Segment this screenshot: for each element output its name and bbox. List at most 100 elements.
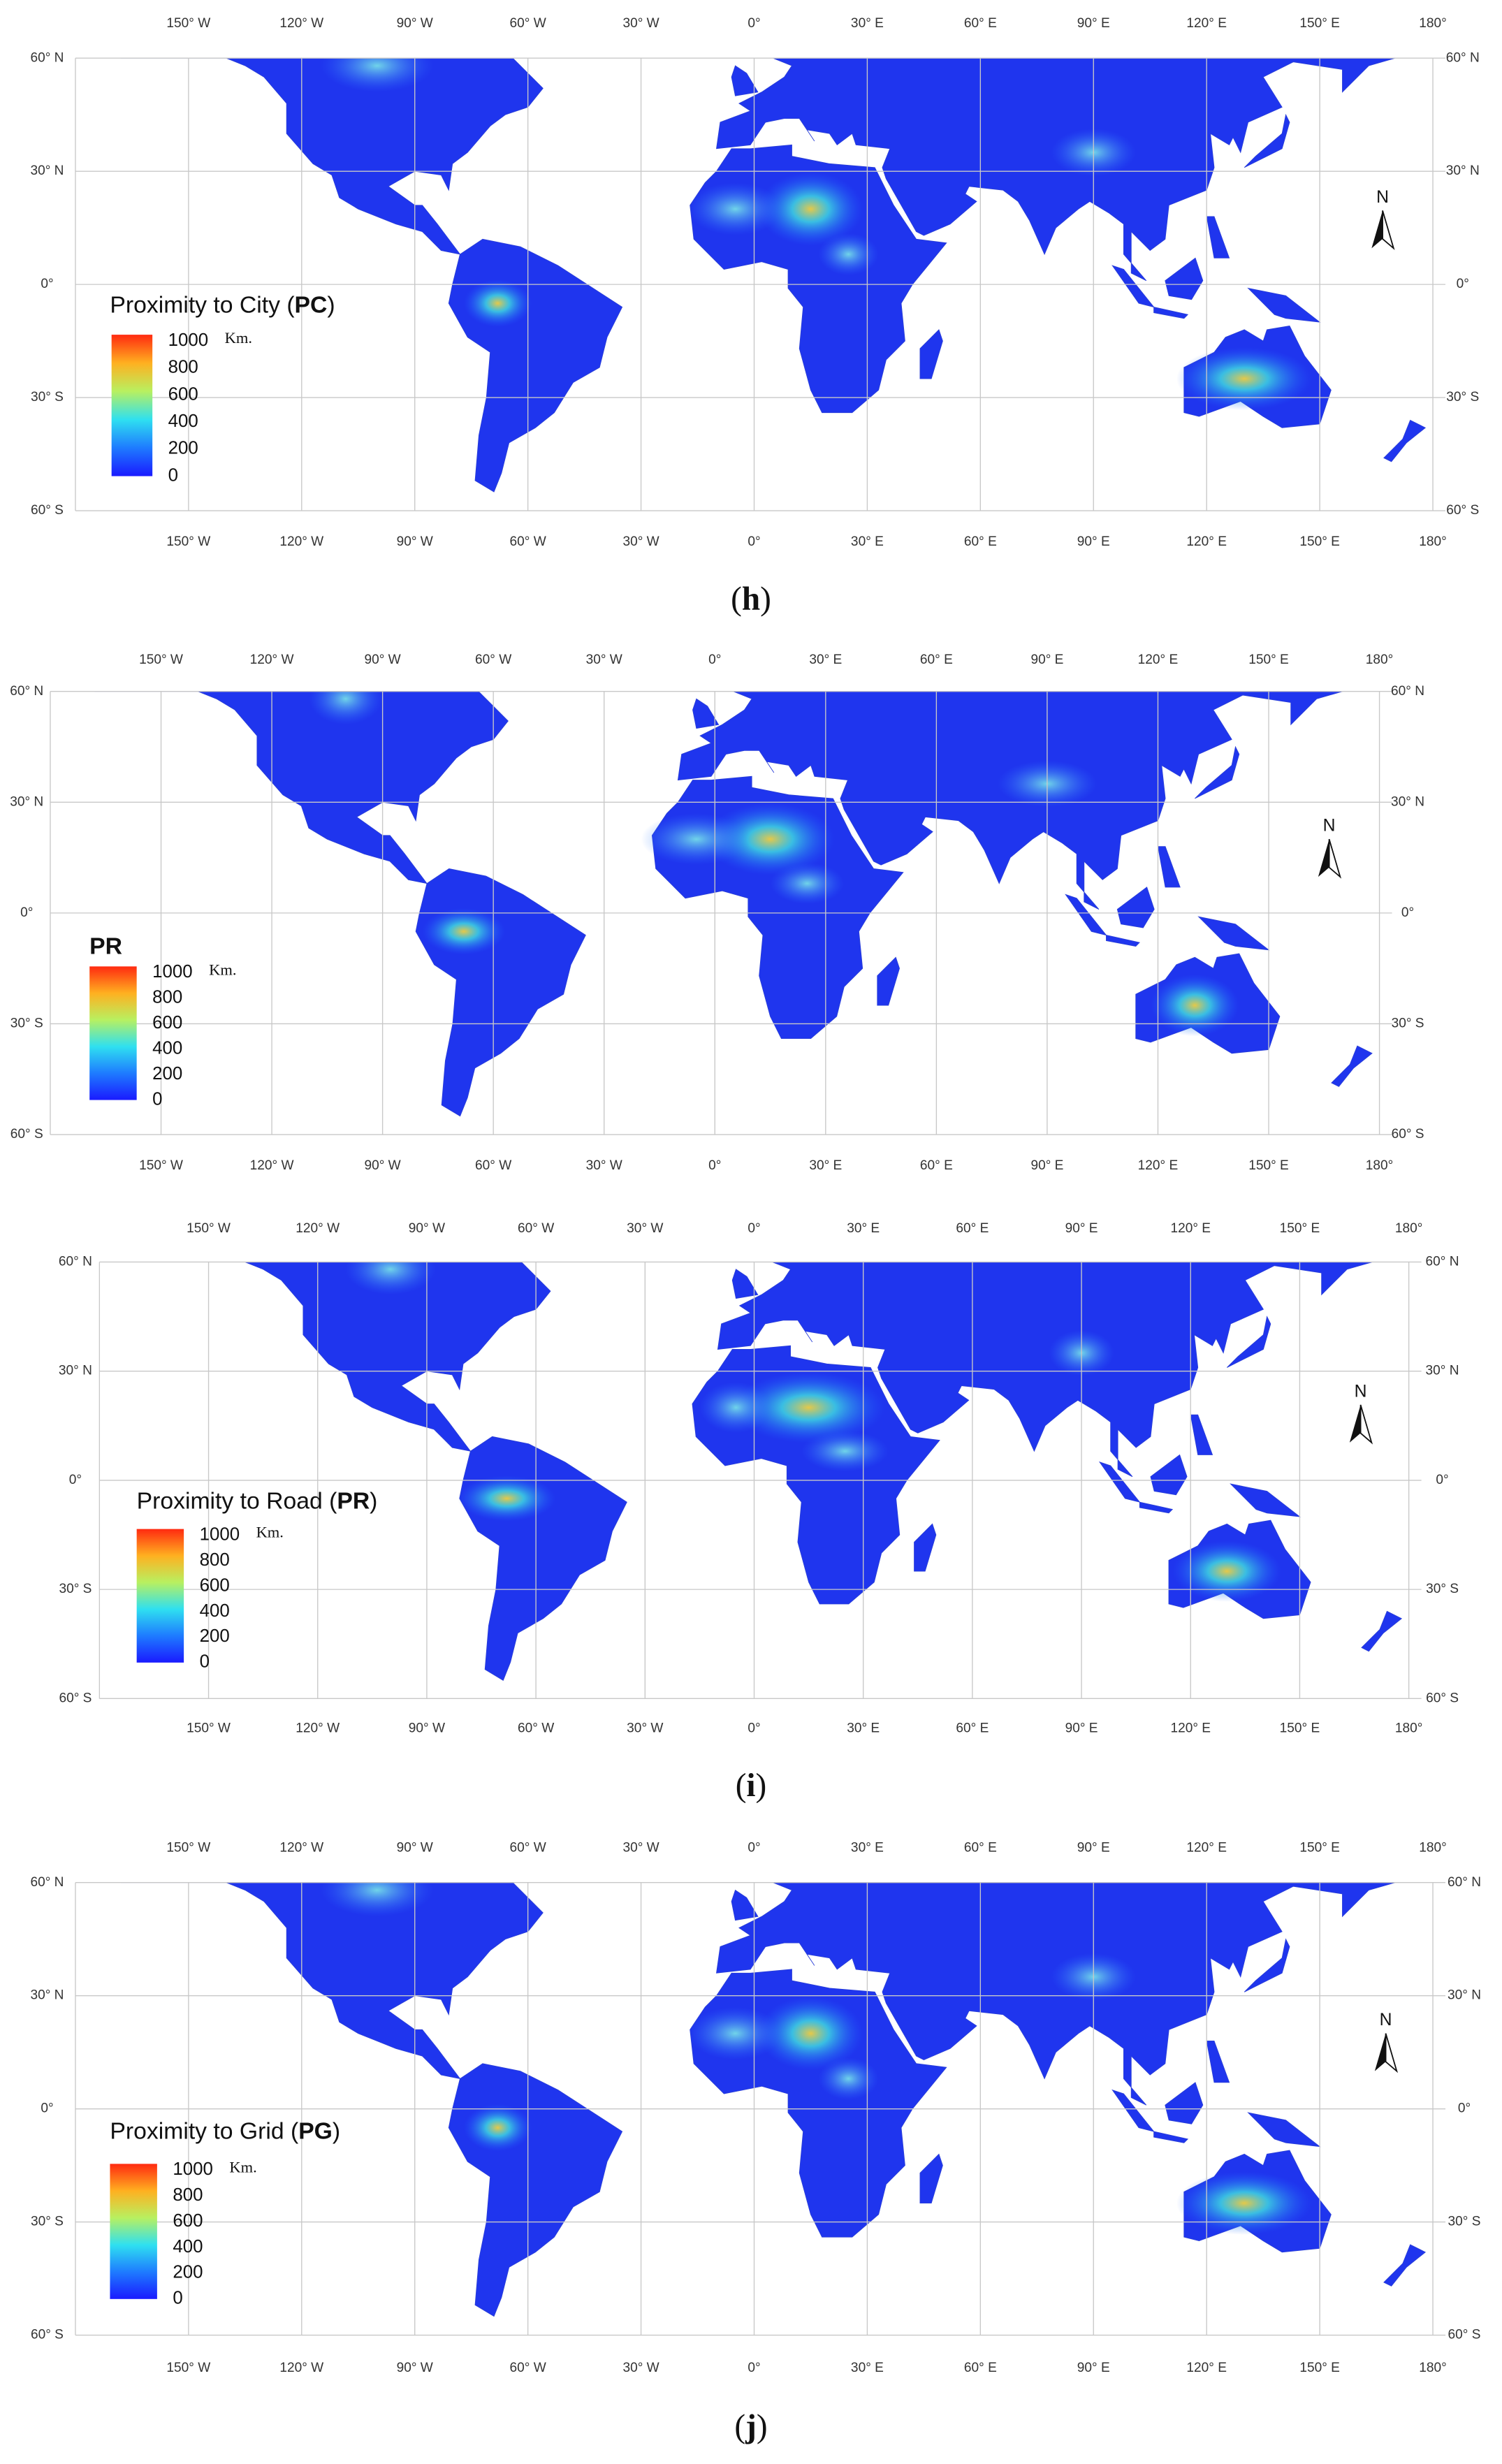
latitude-label: 30° S (1392, 1016, 1424, 1031)
longitude-label: 150° W (166, 16, 210, 31)
latitude-label: 30° N (1448, 1988, 1481, 2003)
landmass (1331, 1045, 1373, 1087)
landmass (120, 1882, 544, 2080)
longitude-label: 120° W (296, 1221, 340, 1236)
distance-hotspot (320, 58, 434, 92)
legend-color-ramp (110, 2164, 157, 2299)
distance-hotspot (770, 862, 845, 905)
latitude-label: 60° S (10, 1127, 43, 1142)
north-arrow-right (1359, 1404, 1373, 1445)
land-layer (120, 58, 1427, 493)
landmass (459, 1436, 627, 1681)
landmass (1150, 1454, 1188, 1496)
landmass (919, 2153, 943, 2204)
distance-hotspot (688, 182, 782, 235)
longitude-label: 60° E (964, 1840, 997, 1855)
legend-title-part: PG (298, 2117, 333, 2144)
legend-title-part: PR (89, 933, 122, 959)
panel-caption: (j) (734, 2408, 767, 2444)
legend-tick-label: 400 (173, 2237, 203, 2257)
longitude-label: 150° W (166, 534, 210, 549)
longitude-label: 120° W (296, 1721, 340, 1735)
legend-tick-label: 200 (200, 1626, 230, 1646)
longitude-label: 60° E (964, 16, 997, 31)
latitude-label: 30° S (31, 390, 64, 404)
legend-color-ramp (89, 966, 137, 1100)
land-layer (94, 691, 1373, 1117)
latitude-label: 60° N (1446, 50, 1480, 65)
caption-open: ( (731, 581, 742, 617)
longitude-label: 60° E (956, 1221, 989, 1236)
distance-hotspot (732, 1371, 885, 1443)
landmass (1165, 257, 1204, 300)
longitude-label: 120° E (1138, 653, 1179, 667)
distance-hotspot (1176, 347, 1313, 411)
longitude-label: 150° W (139, 653, 183, 667)
north-arrow-right (1328, 838, 1342, 879)
distance-hotspot (818, 233, 879, 276)
landmass (1116, 887, 1155, 928)
legend-tick-label: 800 (168, 358, 198, 377)
legend-tick-label: 400 (168, 411, 198, 431)
longitude-label: 0° (748, 534, 760, 549)
caption-open: ( (734, 2408, 745, 2444)
latitude-label: 0° (20, 905, 33, 920)
land-layer (143, 1262, 1403, 1681)
landmass (1195, 745, 1240, 799)
longitude-label: 30° W (622, 2361, 659, 2375)
land-layer (120, 1882, 1427, 2317)
north-label: N (1355, 1382, 1367, 1401)
latitude-label: 0° (41, 2101, 53, 2116)
longitude-label: 90° E (1030, 653, 1063, 667)
longitude-label: 60° W (510, 1840, 546, 1855)
landmass (715, 1882, 1396, 2106)
longitude-label: 180° (1419, 2361, 1447, 2375)
distance-hotspot (818, 2057, 879, 2100)
longitude-label: 120° W (279, 2361, 323, 2375)
longitude-label: 60° E (964, 534, 997, 549)
latitude-label: 0° (41, 277, 53, 291)
landmass (1197, 916, 1270, 951)
caption-close: ) (760, 581, 771, 617)
map-panel: 150° W 150° W 120° W 120° W 90° W 90° W 60° W 6… (10, 653, 1424, 1173)
landmass (448, 238, 623, 493)
longitude-label: 30° W (622, 16, 659, 31)
landmass (1106, 935, 1140, 947)
longitude-label: 120° W (279, 1840, 323, 1855)
longitude-label: 60° E (956, 1721, 989, 1735)
landmass (877, 956, 900, 1006)
distance-hotspot (1176, 2171, 1313, 2235)
longitude-label: 180° (1419, 534, 1447, 549)
landmass (1361, 1610, 1403, 1652)
longitude-label: 120° W (250, 1158, 294, 1173)
legend-tick-label: 200 (152, 1064, 182, 1084)
latitude-label: 60° S (1426, 1691, 1459, 1705)
longitude-label: 150° E (1248, 1158, 1289, 1173)
legend-unit: Km. (256, 1524, 284, 1541)
longitude-label: 30° W (622, 534, 659, 549)
longitude-label: 90° E (1077, 16, 1110, 31)
north-arrow-left (1349, 1404, 1361, 1443)
longitude-label: 30° W (627, 1721, 663, 1735)
longitude-label: 90° W (364, 653, 400, 667)
north-arrow-left (1371, 210, 1383, 249)
longitude-label: 90° W (397, 16, 433, 31)
longitude-label: 0° (748, 1721, 760, 1735)
map-panel: 150° W 150° W 120° W 120° W 90° W 90° W 60° W 6… (59, 1221, 1459, 1804)
longitude-label: 60° W (510, 16, 546, 31)
latitude-label: 30° N (1426, 1364, 1459, 1378)
landmass (120, 58, 544, 255)
longitude-label: 180° (1419, 16, 1447, 31)
caption-close: ) (757, 2408, 768, 2444)
latitude-label: 30° S (1448, 2215, 1481, 2229)
longitude-label: 120° E (1186, 16, 1227, 31)
longitude-label: 150° W (187, 1721, 231, 1735)
landmass (1247, 2112, 1321, 2148)
distance-hotspot (801, 1431, 889, 1472)
legend-tick-label: 600 (152, 1013, 182, 1033)
legend-tick-label: 0 (173, 2289, 182, 2308)
legend-tick-label: 1000 (200, 1524, 240, 1544)
legend-tick-label: 200 (168, 439, 198, 458)
latitude-label: 30° N (59, 1364, 92, 1378)
latitude-label: 60° N (1426, 1255, 1459, 1269)
